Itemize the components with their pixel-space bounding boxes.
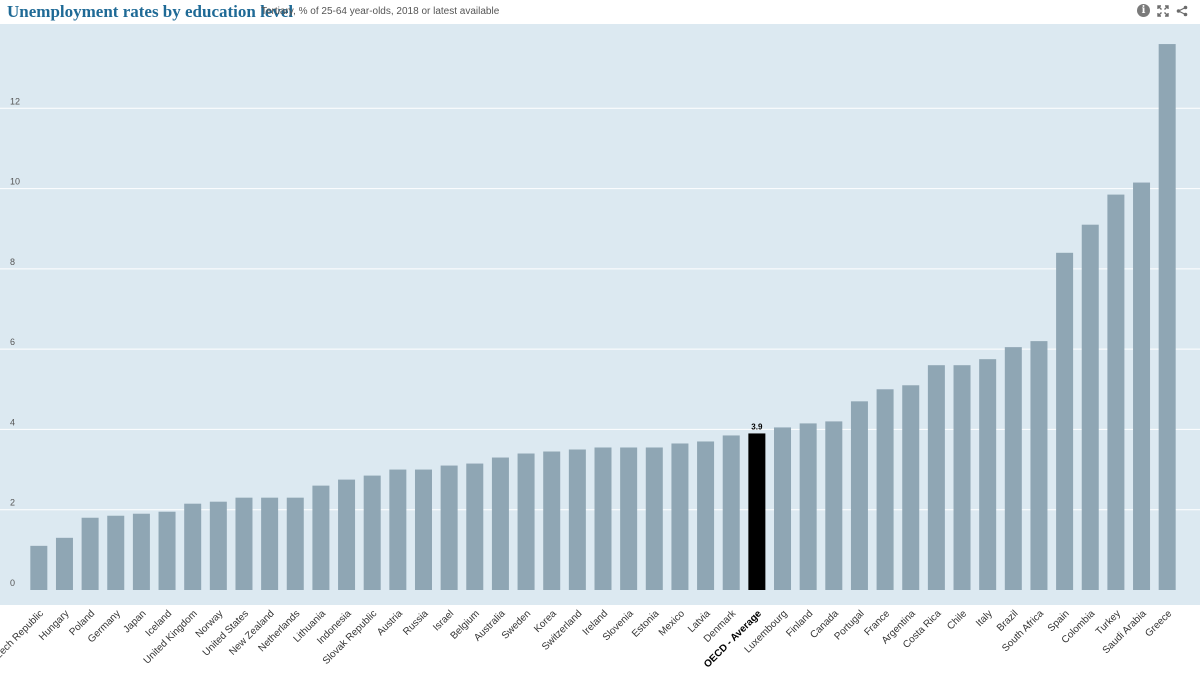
bar[interactable] (1004, 347, 1022, 590)
bar[interactable] (261, 497, 279, 590)
bar[interactable] (184, 503, 202, 590)
info-icon[interactable]: i (1137, 4, 1150, 17)
bar[interactable] (312, 485, 330, 590)
bar[interactable] (440, 465, 458, 590)
y-tick-label: 0 (10, 578, 15, 588)
y-tick-label: 2 (10, 498, 15, 508)
bar[interactable] (1081, 224, 1099, 590)
x-tick-label: Greece (1143, 608, 1174, 639)
share-icon[interactable] (1175, 4, 1188, 17)
x-axis-labels: Czech RepublicHungaryPolandGermanyJapanI… (0, 608, 1175, 671)
bar[interactable] (543, 451, 561, 590)
bar[interactable] (1030, 341, 1048, 590)
bar[interactable] (158, 511, 176, 590)
bar[interactable] (338, 479, 356, 590)
bar[interactable] (235, 497, 253, 590)
bar[interactable] (209, 501, 227, 590)
y-tick-label: 12 (10, 96, 20, 106)
bar[interactable] (671, 443, 689, 590)
bar[interactable] (927, 365, 945, 590)
bar[interactable] (620, 447, 638, 590)
data-labels: 3.9 (751, 422, 763, 431)
y-tick-label: 4 (10, 417, 15, 427)
y-tick-label: 10 (10, 177, 20, 187)
bar[interactable] (363, 475, 381, 590)
bar[interactable] (1158, 44, 1176, 591)
chart-subtitle: Tertiary, % of 25-64 year-olds, 2018 or … (261, 6, 500, 17)
bar[interactable] (979, 359, 997, 590)
x-tick-label: Sweden (500, 608, 533, 641)
bar[interactable] (594, 447, 612, 590)
bar[interactable] (414, 469, 432, 590)
chart-header: Unemployment rates by education level Te… (0, 0, 1200, 24)
y-tick-label: 6 (10, 337, 15, 347)
bar[interactable] (774, 427, 792, 590)
x-tick-label: Russia (401, 608, 431, 638)
bar[interactable] (491, 457, 509, 590)
chart-title: Unemployment rates by education level (7, 2, 294, 21)
bar[interactable] (697, 441, 715, 590)
chart-toolbar: i (1137, 4, 1188, 17)
x-tick-label: Austria (375, 608, 405, 638)
bar-highlight[interactable] (748, 433, 766, 590)
bar[interactable] (466, 463, 484, 590)
y-axis-ticks: 0 2 4 6 8 10 12 (10, 96, 20, 588)
x-tick-label: Chile (945, 608, 969, 632)
bar[interactable] (81, 517, 99, 590)
bar[interactable] (953, 365, 971, 590)
bars (30, 44, 1176, 591)
bar[interactable] (825, 421, 843, 590)
bar[interactable] (568, 449, 586, 591)
bar[interactable] (30, 545, 48, 590)
bar[interactable] (286, 497, 304, 590)
x-tick-label: Estonia (630, 608, 662, 640)
fullscreen-icon[interactable] (1156, 4, 1169, 17)
bar[interactable] (1056, 252, 1074, 591)
bar[interactable] (850, 401, 868, 590)
bar[interactable] (722, 435, 740, 590)
x-tick-label: Italy (974, 608, 995, 629)
bar[interactable] (799, 423, 817, 590)
data-label: 3.9 (751, 422, 763, 431)
bar[interactable] (1133, 182, 1151, 591)
bar[interactable] (389, 469, 407, 590)
bar[interactable] (55, 537, 73, 590)
bar[interactable] (132, 513, 150, 590)
y-tick-label: 8 (10, 257, 15, 267)
x-tick-label: Mexico (657, 608, 687, 638)
bar[interactable] (517, 453, 535, 590)
bar[interactable] (107, 515, 125, 590)
bar[interactable] (645, 447, 663, 590)
gridlines (0, 107, 1200, 511)
bar[interactable] (902, 385, 920, 590)
bar[interactable] (876, 389, 894, 590)
bar[interactable] (1107, 194, 1125, 591)
